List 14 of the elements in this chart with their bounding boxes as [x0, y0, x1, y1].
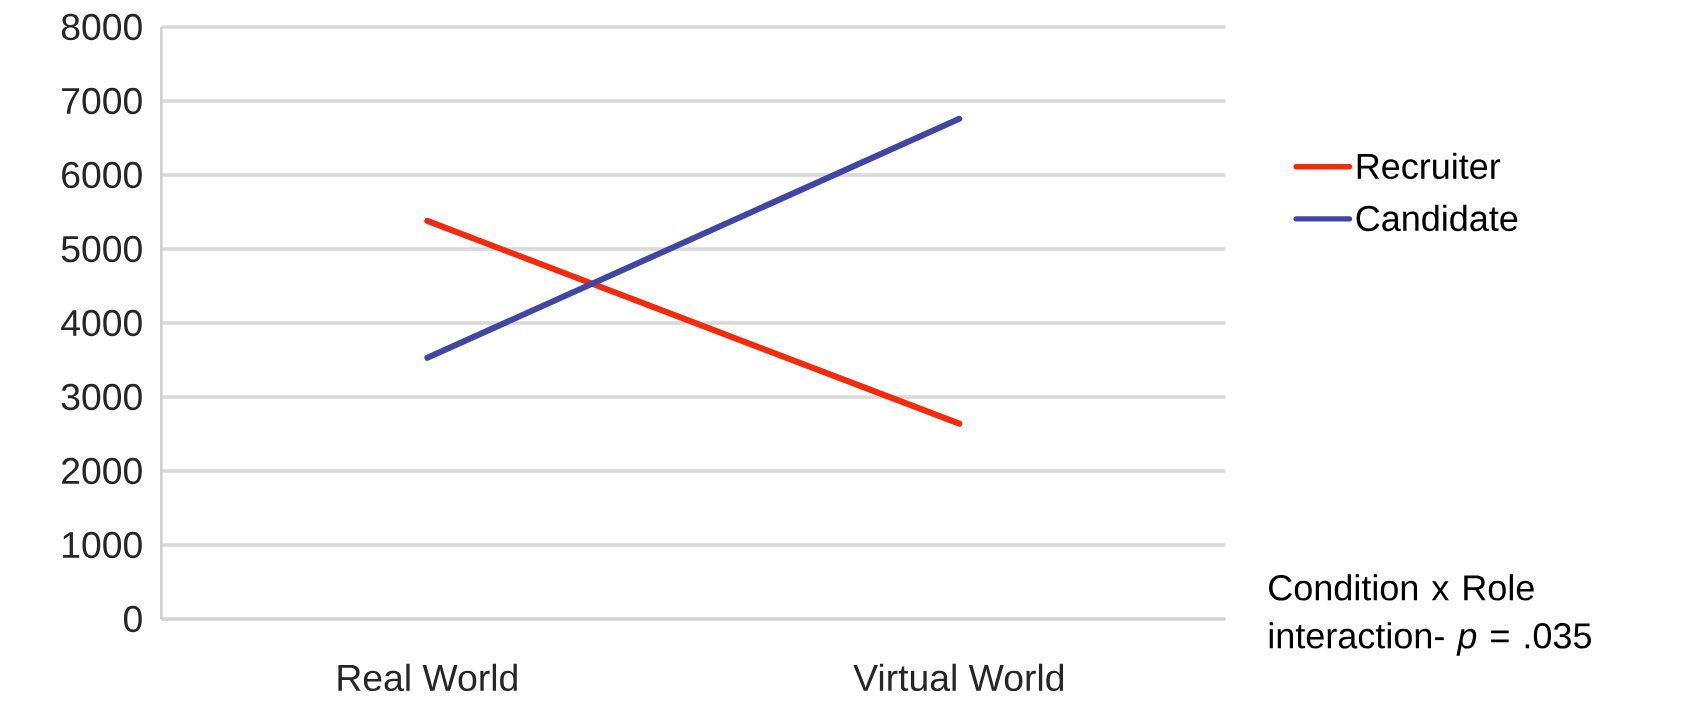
legend-label: Recruiter [1357, 152, 1501, 180]
y-tick-label: 7000 [62, 87, 142, 115]
y-tick-label: 8000 [61, 13, 142, 41]
x-tick-label: Virtual World [853, 663, 1064, 692]
text: Condition x Role interaction- p = .035 [1269, 574, 1591, 656]
y-tick-label: 6000 [62, 161, 142, 189]
legend-label: Candidate [1356, 204, 1518, 232]
y-tick-label: 4000 [61, 309, 142, 337]
y-tick-label: 3000 [61, 383, 142, 411]
y-tick-label: 5000 [61, 235, 142, 263]
y-tick-label: 2000 [62, 457, 142, 485]
x-tick-label: Real World [338, 663, 517, 692]
y-tick-label: 0 [124, 605, 142, 633]
y-tick-label: 1000 [63, 531, 142, 559]
